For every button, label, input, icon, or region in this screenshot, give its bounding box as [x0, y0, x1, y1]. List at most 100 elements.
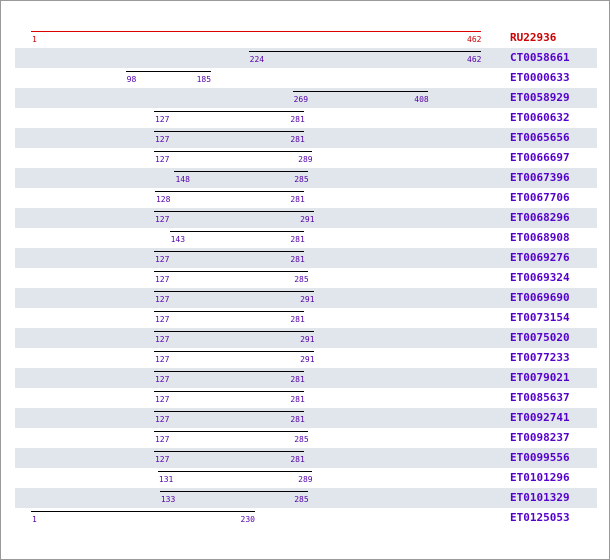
hit-id-link[interactable]: ET0075020	[510, 331, 570, 344]
alignment-bar	[153, 371, 305, 372]
hit-id-link[interactable]: ET0058929	[510, 91, 570, 104]
alignment-row: 133 285 ET0101329	[15, 488, 597, 508]
start-coordinate: 133	[160, 495, 176, 504]
hit-id-link[interactable]: ET0069690	[510, 291, 570, 304]
start-coordinate: 127	[154, 335, 170, 344]
alignment-bar	[153, 111, 305, 112]
alignment-row: 269 408 ET0058929	[15, 88, 597, 108]
end-coordinate: 285	[294, 175, 309, 184]
start-coordinate: 127	[154, 255, 170, 264]
alignment-bar	[31, 511, 255, 512]
alignment-bar	[31, 31, 481, 32]
alignment-row: 127 291 ET0077233	[15, 348, 597, 368]
alignment-row: 127 281 ET0060632	[15, 108, 597, 128]
alignment-row: 127 285 ET0069324	[15, 268, 597, 288]
start-coordinate: 127	[154, 435, 170, 444]
alignment-bar	[153, 411, 305, 412]
hit-id-link[interactable]: ET0101296	[510, 471, 570, 484]
hit-id-link[interactable]: ET0060632	[510, 111, 570, 124]
hit-id-link[interactable]: ET0067396	[510, 171, 570, 184]
end-coordinate: 289	[298, 475, 313, 484]
end-coordinate: 462	[467, 35, 482, 44]
start-coordinate: 127	[154, 135, 170, 144]
hit-id-link[interactable]: ET0068296	[510, 211, 570, 224]
end-coordinate: 281	[290, 415, 305, 424]
end-coordinate: 289	[298, 155, 313, 164]
hit-id-link[interactable]: ET0092741	[510, 411, 570, 424]
hit-id-link[interactable]: ET0101329	[510, 491, 570, 504]
start-coordinate: 98	[126, 75, 137, 84]
alignment-row: 127 285 ET0098237	[15, 428, 597, 448]
hit-id-link[interactable]: ET0099556	[510, 451, 570, 464]
hit-id-link[interactable]: ET0079021	[510, 371, 570, 384]
reference-id-link[interactable]: RU22936	[510, 31, 557, 44]
end-coordinate: 281	[290, 255, 305, 264]
end-coordinate: 291	[300, 215, 315, 224]
end-coordinate: 285	[294, 495, 309, 504]
alignment-row: 1 230 ET0125053	[15, 508, 597, 528]
start-coordinate: 143	[170, 235, 186, 244]
end-coordinate: 281	[290, 195, 305, 204]
end-coordinate: 291	[300, 355, 315, 364]
hit-id-link[interactable]: ET0068908	[510, 231, 570, 244]
alignment-row: 143 281 ET0068908	[15, 228, 597, 248]
alignment-bar	[153, 131, 305, 132]
start-coordinate: 148	[175, 175, 190, 184]
hit-id-link[interactable]: ET0085637	[510, 391, 570, 404]
hit-id-link[interactable]: ET0067706	[510, 191, 570, 204]
start-coordinate: 127	[154, 315, 170, 324]
start-coordinate: 127	[154, 395, 170, 404]
hit-id-link[interactable]: CT0058661	[510, 51, 570, 64]
hit-id-link[interactable]: ET0069276	[510, 251, 570, 264]
alignment-bar	[153, 451, 305, 452]
start-coordinate: 127	[154, 355, 170, 364]
alignment-bar	[154, 191, 305, 192]
alignment-row: 131 289 ET0101296	[15, 468, 597, 488]
start-coordinate: 127	[154, 375, 170, 384]
end-coordinate: 281	[290, 115, 305, 124]
hit-id-link[interactable]: ET0065656	[510, 131, 570, 144]
hit-id-link[interactable]: ET0073154	[510, 311, 570, 324]
alignment-bar	[248, 51, 481, 52]
alignment-bar	[159, 491, 309, 492]
hit-id-link[interactable]: ET0069324	[510, 271, 570, 284]
end-coordinate: 408	[414, 95, 429, 104]
reference-row: 1 462 RU22936	[15, 28, 597, 48]
hit-id-link[interactable]: ET0125053	[510, 511, 570, 524]
alignment-bar	[157, 471, 313, 472]
end-coordinate: 281	[290, 135, 305, 144]
alignment-row: 224 462 CT0058661	[15, 48, 597, 68]
alignment-bar	[153, 391, 305, 392]
hit-id-link[interactable]: ET0066697	[510, 151, 570, 164]
end-coordinate: 281	[290, 235, 305, 244]
start-coordinate: 269	[293, 95, 309, 104]
alignment-row: 98 185 ET0000633	[15, 68, 597, 88]
alignment-row: 127 289 ET0066697	[15, 148, 597, 168]
start-coordinate: 1	[32, 35, 37, 44]
start-coordinate: 127	[154, 455, 170, 464]
alignment-bar	[153, 251, 305, 252]
hit-id-link[interactable]: ET0000633	[510, 71, 570, 84]
end-coordinate: 281	[290, 395, 305, 404]
start-coordinate: 224	[249, 55, 265, 64]
alignment-bar	[125, 71, 211, 72]
end-coordinate: 281	[290, 455, 305, 464]
hit-id-link[interactable]: ET0098237	[510, 431, 570, 444]
start-coordinate: 127	[154, 155, 170, 164]
start-coordinate: 127	[154, 115, 170, 124]
alignment-row: 128 281 ET0067706	[15, 188, 597, 208]
alignment-bar	[153, 291, 315, 292]
start-coordinate: 127	[154, 295, 170, 304]
alignment-row: 127 291 ET0075020	[15, 328, 597, 348]
alignment-bar	[292, 91, 429, 92]
alignment-row: 127 281 ET0065656	[15, 128, 597, 148]
end-coordinate: 285	[294, 275, 309, 284]
end-coordinate: 462	[467, 55, 482, 64]
alignment-bar	[153, 331, 315, 332]
start-coordinate: 1	[32, 515, 37, 524]
alignment-row: 127 291 ET0069690	[15, 288, 597, 308]
alignment-row: 127 281 ET0092741	[15, 408, 597, 428]
hit-id-link[interactable]: ET0077233	[510, 351, 570, 364]
alignment-bar	[174, 171, 309, 172]
start-coordinate: 128	[155, 195, 171, 204]
